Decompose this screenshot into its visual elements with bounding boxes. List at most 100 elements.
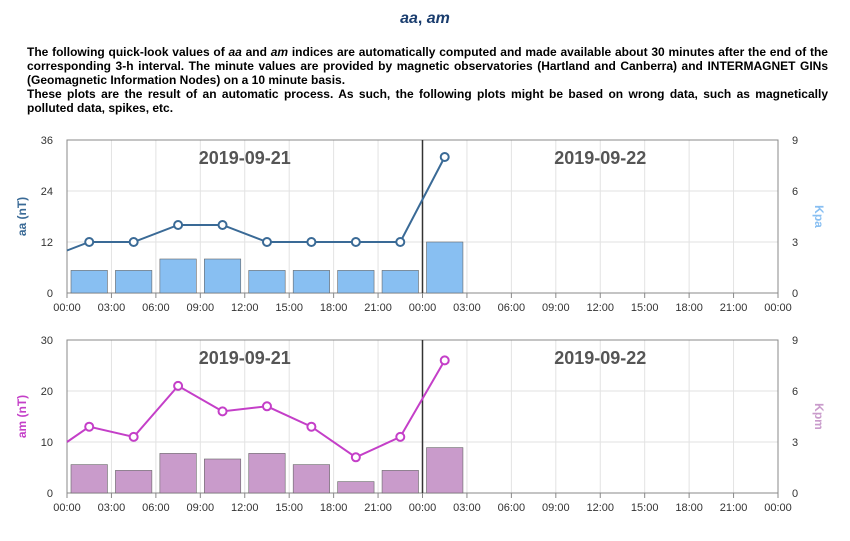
chart2-y-tick-right: 6 [792,386,798,398]
chart2-x-tick-label: 03:00 [98,502,126,514]
chart2-y-axis-title-left: am (nT) [15,395,29,438]
chart1-data-point [217,220,228,230]
chart1-data-point [84,237,95,247]
chart1-x-tick-label: 21:00 [364,302,392,314]
chart1-day-label-1: 2019-09-21 [199,148,291,168]
chart1-bar [159,258,197,294]
desc-am: am [270,45,289,59]
chart2-x-tick-label: 18:00 [320,502,348,514]
chart1-bar [204,258,242,294]
chart1-bar [115,270,153,294]
description-paragraph-2: These plots are the result of an automat… [27,87,828,115]
chart2-data-point [84,421,95,432]
chart1-y-tick-left: 24 [41,186,53,198]
chart1-bar [381,270,419,294]
chart2-x-tick-label: 09:00 [187,502,215,514]
chart2-y-tick-right: 9 [792,335,798,347]
chart1-x-tick-label: 00:00 [764,302,792,314]
chart1-x-tick-label: 00:00 [53,302,81,314]
chart2-x-tick-label: 12:00 [586,502,614,514]
chart1-y-tick-right: 6 [792,186,798,198]
chart2-bar [381,470,419,494]
title-aa: aa [400,10,418,27]
chart2-x-tick-label: 09:00 [542,502,570,514]
chart2-x-tick-label: 15:00 [631,502,659,514]
chart2-bar [292,464,330,494]
chart1-x-tick-label: 15:00 [275,302,303,314]
chart1-bar [426,241,464,294]
chart1-y-tick-right: 0 [792,288,798,300]
chart1-bar [292,270,330,294]
chart2-day-label-2: 2019-09-22 [554,348,646,368]
chart2-data-point [306,421,317,432]
description: The following quick-look values of aa an… [27,45,828,115]
chart2-x-tick-label: 18:00 [675,502,703,514]
chart1-data-point [350,237,361,247]
chart1-data-point [261,237,272,247]
chart1-data-point [306,237,317,247]
desc-text-1a: The following quick-look values of [27,45,229,59]
chart1-bar [337,270,375,294]
chart2-data-point [395,431,406,442]
chart1-x-tick-label: 09:00 [187,302,215,314]
chart1-x-tick-label: 03:00 [98,302,126,314]
chart1-x-tick-label: 12:00 [231,302,259,314]
chart1-data-point [395,237,406,247]
chart2-data-point [217,406,228,417]
chart1-y-axis-title-right: Kpa [812,205,826,228]
chart2-bar [204,458,242,494]
chart2-y-axis-title-right: Kpm [812,403,826,430]
chart1-x-tick-label: 06:00 [142,302,170,314]
chart2-data-point [128,431,139,442]
desc-aa: aa [228,45,242,59]
chart2-bar [248,453,286,494]
chart1-x-tick-label: 18:00 [320,302,348,314]
chart2-x-tick-label: 00:00 [409,502,437,514]
chart2-x-tick-label: 12:00 [231,502,259,514]
chart2-y-tick-left: 0 [47,488,53,500]
chart2-bar [70,464,108,494]
chart1-x-tick-label: 15:00 [631,302,659,314]
chart2-x-tick-label: 21:00 [364,502,392,514]
chart2-x-tick-label: 21:00 [720,502,748,514]
chart2-x-tick-label: 06:00 [142,502,170,514]
chart2-y-tick-left: 20 [41,386,53,398]
desc-text-1c: and [241,45,271,59]
chart2-bar [159,453,197,494]
chart1-bar [248,270,286,294]
chart2-day-label-1: 2019-09-21 [199,348,291,368]
page-title: aa, am [0,10,850,28]
chart2-bar [115,470,153,494]
chart2-x-tick-label: 00:00 [764,502,792,514]
chart2-x-tick-label: 15:00 [275,502,303,514]
chart2-y-tick-right: 0 [792,488,798,500]
chart1-series-line [66,156,446,252]
chart2-x-tick-label: 03:00 [453,502,481,514]
chart1-y-axis-title-left: aa (nT) [15,197,29,236]
chart1-data-point [173,220,184,230]
chart1-day-label-2: 2019-09-22 [554,148,646,168]
description-paragraph-1: The following quick-look values of aa an… [27,45,828,87]
chart2-x-tick-label: 06:00 [498,502,526,514]
title-separator: , [417,10,427,27]
chart1-data-point [128,237,139,247]
chart1-x-tick-label: 18:00 [675,302,703,314]
chart1-x-tick-label: 09:00 [542,302,570,314]
chart1-x-tick-label: 03:00 [453,302,481,314]
chart1-y-tick-right: 9 [792,135,798,147]
desc-text-1e: indices are automatically computed and m… [27,45,828,87]
chart2-y-tick-left: 10 [41,437,53,449]
chart2-bar [337,481,375,494]
chart2-data-point [173,380,184,391]
chart2-data-point [439,355,450,366]
chart1-data-point [439,152,450,162]
chart2-data-point [261,401,272,412]
chart2-y-tick-left: 30 [41,335,53,347]
chart2-x-tick-label: 00:00 [53,502,81,514]
chart1-x-tick-label: 06:00 [498,302,526,314]
chart1-y-tick-left: 0 [47,288,53,300]
chart1-y-tick-right: 3 [792,237,798,249]
chart1-y-tick-left: 36 [41,135,53,147]
chart2-bar [426,447,464,494]
